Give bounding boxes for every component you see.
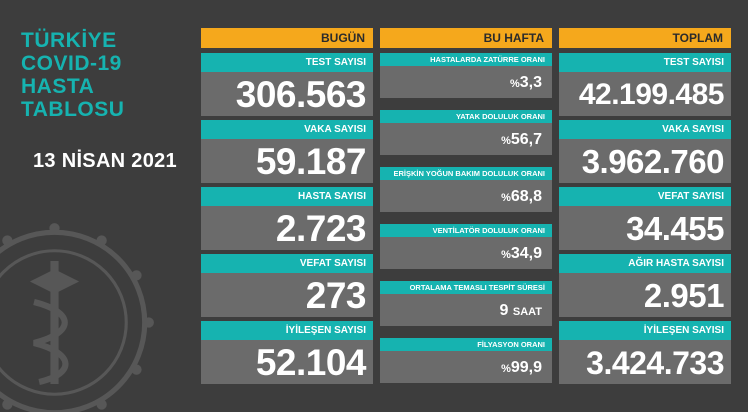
stat-card-week-bed-occupancy: YATAK DOLULUK ORANI %56,7 bbox=[380, 110, 552, 155]
stat-label: AĞIR HASTA SAYISI bbox=[559, 254, 731, 273]
stat-label: ERİŞKİN YOĞUN BAKIM DOLULUK ORANI bbox=[380, 167, 552, 180]
stat-value: 9 SAAT bbox=[380, 294, 552, 326]
stat-value: 2.951 bbox=[559, 273, 731, 317]
stat-label: TEST SAYISI bbox=[559, 53, 731, 72]
stat-card-week-ventilator: VENTİLATÖR DOLULUK ORANI %34,9 bbox=[380, 224, 552, 269]
stat-label: HASTALARDA ZATÜRRE ORANI bbox=[380, 53, 552, 66]
stat-card-total-severe: AĞIR HASTA SAYISI 2.951 bbox=[559, 254, 731, 317]
value-prefix: % bbox=[509, 78, 520, 90]
stat-label: TEST SAYISI bbox=[201, 53, 373, 72]
value-prefix: % bbox=[501, 135, 511, 147]
title-line: HASTA bbox=[21, 75, 95, 98]
stat-card-week-icu-occupancy: ERİŞKİN YOĞUN BAKIM DOLULUK ORANI %68,8 bbox=[380, 167, 552, 212]
stat-card-today-deaths: VEFAT SAYISI 273 bbox=[201, 254, 373, 317]
stat-label: HASTA SAYISI bbox=[201, 187, 373, 206]
value-number: 56,7 bbox=[510, 131, 542, 148]
stat-label: VENTİLATÖR DOLULUK ORANI bbox=[380, 224, 552, 237]
stat-label: YATAK DOLULUK ORANI bbox=[380, 110, 552, 123]
value-number: 68,8 bbox=[510, 188, 542, 205]
stat-value: %56,7 bbox=[380, 123, 552, 155]
title-line: COVID-19 bbox=[21, 52, 122, 75]
stat-label: FİLYASYON ORANI bbox=[380, 338, 552, 351]
stat-label: ORTALAMA TEMASLI TESPİT SÜRESİ bbox=[380, 281, 552, 294]
column-header-total: TOPLAM bbox=[559, 28, 731, 48]
stat-value: 52.104 bbox=[201, 340, 373, 384]
stat-label: İYİLEŞEN SAYISI bbox=[559, 321, 731, 340]
stat-card-today-patients: HASTA SAYISI 2.723 bbox=[201, 187, 373, 250]
stat-value: %68,8 bbox=[380, 180, 552, 212]
stat-value: 273 bbox=[201, 273, 373, 317]
stat-card-today-tests: TEST SAYISI 306.563 bbox=[201, 53, 373, 116]
ministry-emblem-icon bbox=[0, 223, 154, 412]
title-line: TÜRKİYE bbox=[21, 29, 117, 52]
stat-card-week-contact-tracing: ORTALAMA TEMASLI TESPİT SÜRESİ 9 SAAT bbox=[380, 281, 552, 326]
stat-value: 3.962.760 bbox=[559, 139, 731, 183]
stat-value: 59.187 bbox=[201, 139, 373, 183]
stat-label: VEFAT SAYISI bbox=[201, 254, 373, 273]
value-prefix: % bbox=[501, 192, 511, 204]
stat-card-week-filiation: FİLYASYON ORANI %99,9 bbox=[380, 338, 552, 383]
column-header-today: BUGÜN bbox=[201, 28, 373, 48]
stat-card-total-deaths: VEFAT SAYISI 34.455 bbox=[559, 187, 731, 250]
title-line: TABLOSU bbox=[21, 98, 125, 121]
stat-label: İYİLEŞEN SAYISI bbox=[201, 321, 373, 340]
board-title: TÜRKİYE COVID-19 HASTA TABLOSU bbox=[21, 29, 124, 121]
stat-card-today-cases: VAKA SAYISI 59.187 bbox=[201, 120, 373, 183]
value-number: 3,3 bbox=[519, 74, 542, 91]
stat-label: VAKA SAYISI bbox=[559, 120, 731, 139]
column-header-week: BU HAFTA bbox=[380, 28, 552, 48]
stat-value: 34.455 bbox=[559, 206, 731, 250]
stat-label: VEFAT SAYISI bbox=[559, 187, 731, 206]
stat-value: %3,3 bbox=[380, 66, 552, 98]
stat-value: 2.723 bbox=[201, 206, 373, 250]
stat-card-total-cases: VAKA SAYISI 3.962.760 bbox=[559, 120, 731, 183]
value-unit: SAAT bbox=[512, 306, 542, 318]
value-number: 9 bbox=[499, 302, 509, 319]
report-date: 13 NİSAN 2021 bbox=[33, 150, 177, 172]
value-prefix: % bbox=[501, 249, 511, 261]
stat-card-total-recovered: İYİLEŞEN SAYISI 3.424.733 bbox=[559, 321, 731, 384]
stat-card-week-pneumonia: HASTALARDA ZATÜRRE ORANI %3,3 bbox=[380, 53, 552, 98]
stat-value: 3.424.733 bbox=[559, 340, 731, 384]
stat-label: VAKA SAYISI bbox=[201, 120, 373, 139]
value-prefix: % bbox=[501, 363, 511, 375]
value-number: 99,9 bbox=[510, 359, 542, 376]
stat-card-total-tests: TEST SAYISI 42.199.485 bbox=[559, 53, 731, 116]
stat-value: 42.199.485 bbox=[559, 72, 731, 116]
stat-value: %99,9 bbox=[380, 351, 552, 383]
stat-value: %34,9 bbox=[380, 237, 552, 269]
value-number: 34,9 bbox=[510, 245, 542, 262]
stat-value: 306.563 bbox=[201, 72, 373, 116]
stat-card-today-recovered: İYİLEŞEN SAYISI 52.104 bbox=[201, 321, 373, 384]
